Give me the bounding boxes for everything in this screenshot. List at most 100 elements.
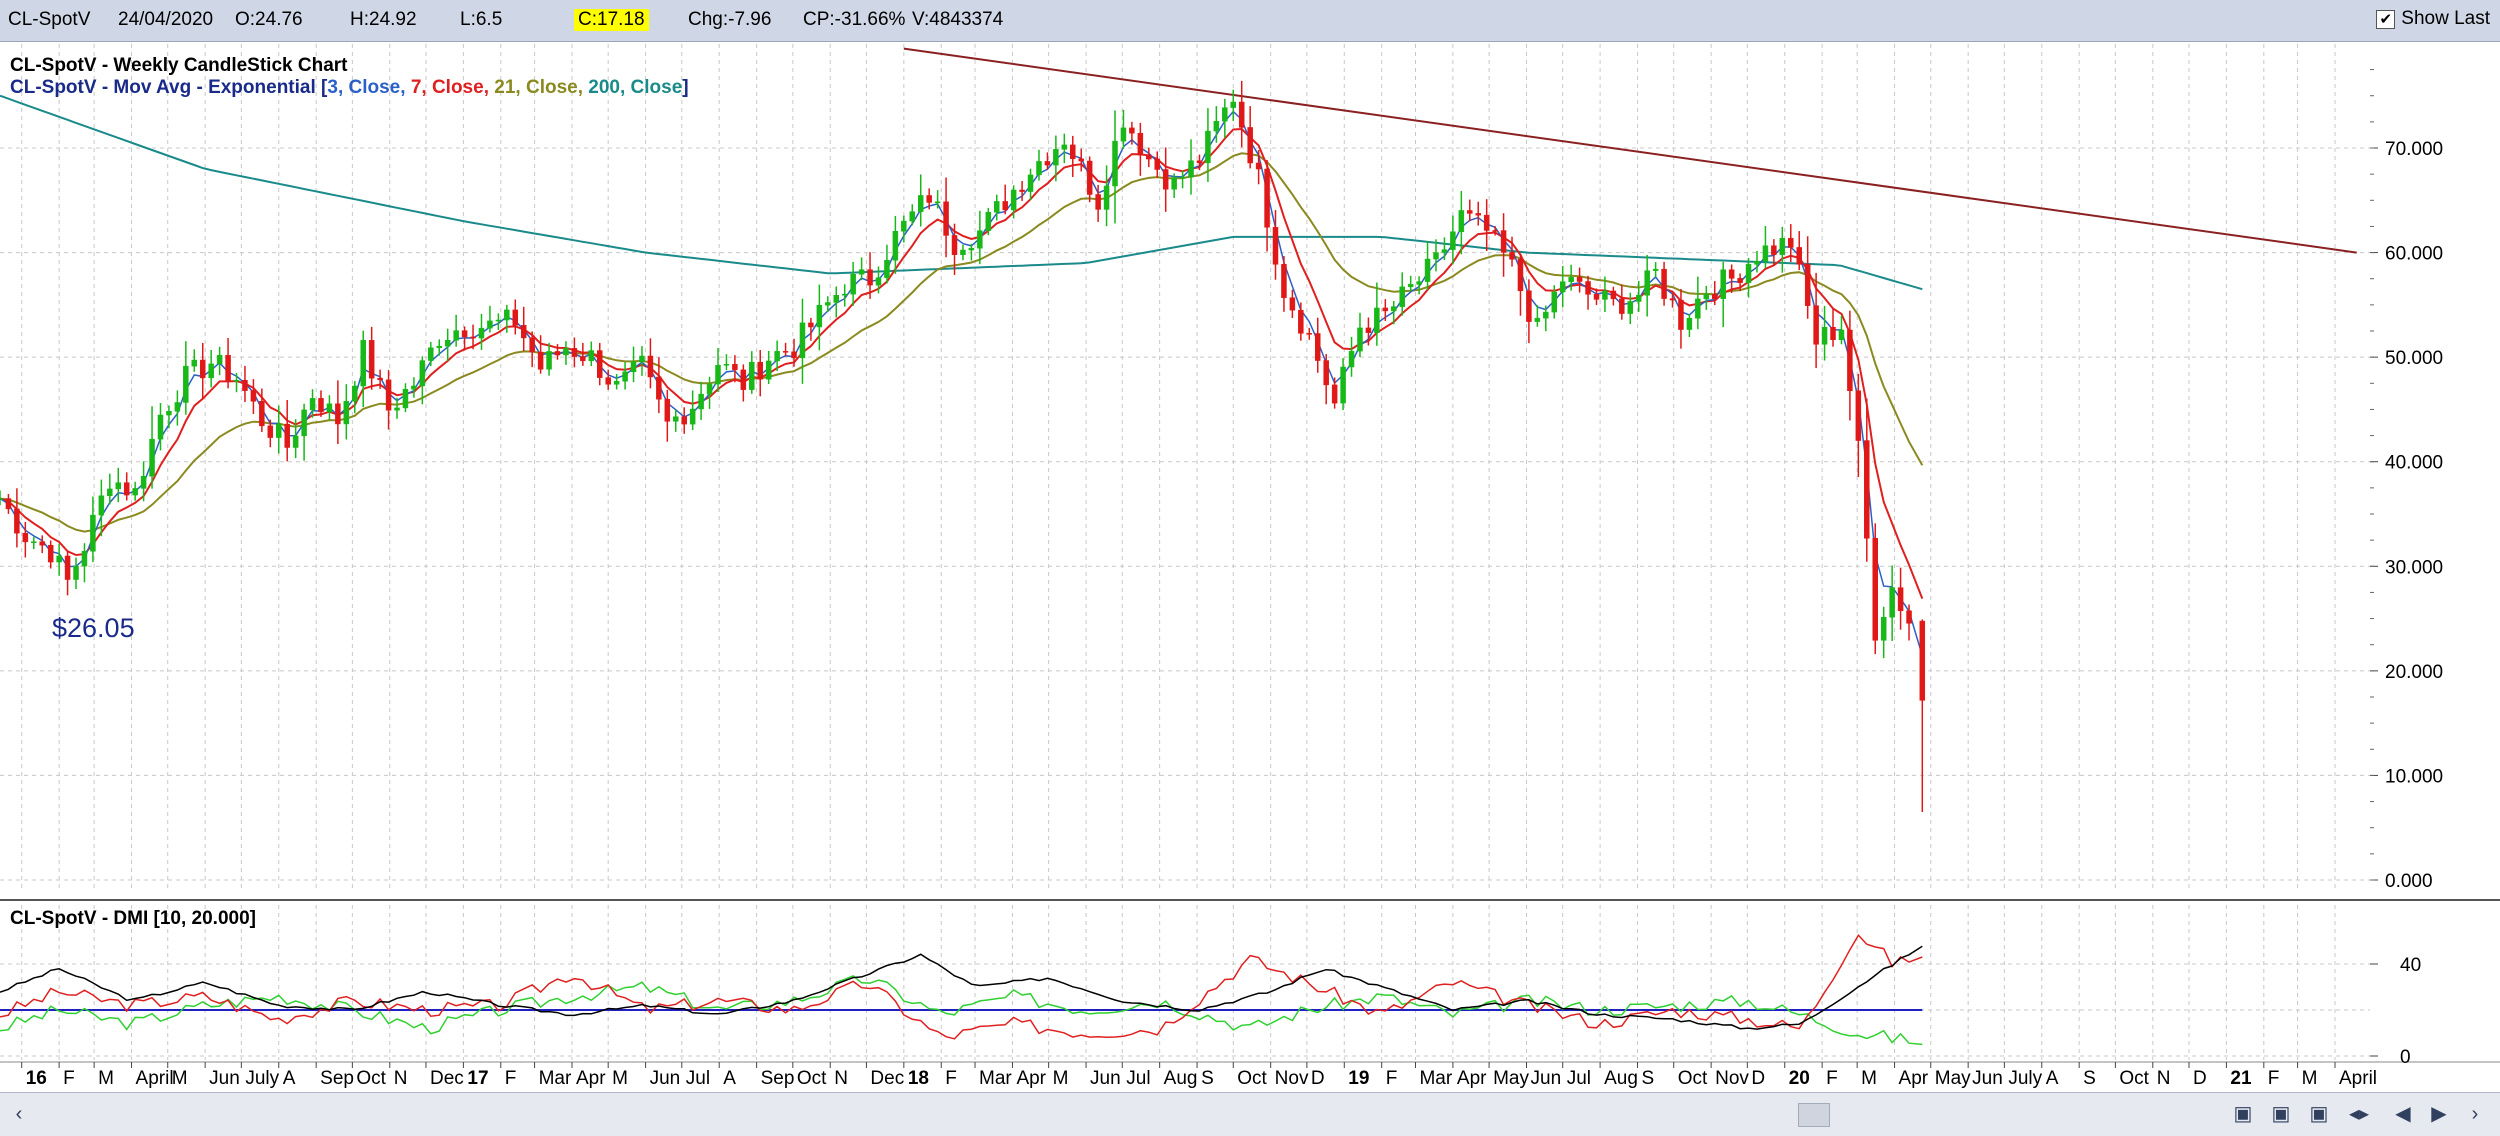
candle	[782, 342, 789, 357]
candle	[1247, 106, 1253, 169]
candle	[1627, 292, 1634, 325]
nav-prev-icon[interactable]: ◀	[2395, 1103, 2411, 1125]
zoom-in-icon[interactable]: ▣	[2271, 1103, 2291, 1125]
indicator-part: 7	[411, 77, 422, 98]
close-label: C:17.18	[574, 9, 649, 31]
candle	[1061, 133, 1068, 164]
candle	[1196, 154, 1203, 171]
candle	[1593, 288, 1600, 306]
x-tick-label: Aug	[1164, 1068, 1198, 1089]
nav-first-icon[interactable]: ◂▸	[2348, 1103, 2370, 1125]
candle	[1568, 264, 1574, 291]
candle	[444, 328, 451, 361]
x-tick-label: 20	[1789, 1068, 1810, 1089]
trendline[interactable]	[903, 47, 2357, 254]
chart-canvas[interactable]: 70.00060.00050.00040.00030.00020.00010.0…	[0, 42, 2500, 1092]
candle	[1467, 199, 1473, 222]
candle	[791, 338, 797, 367]
x-tick-label: April	[2339, 1068, 2377, 1089]
candle	[267, 419, 274, 448]
x-tick-label: Jul	[686, 1068, 710, 1089]
candle	[1585, 275, 1591, 310]
candle	[1162, 147, 1169, 212]
x-tick-label: N	[834, 1068, 848, 1089]
candle	[1391, 300, 1397, 325]
candle	[994, 194, 1000, 221]
candle	[1762, 226, 1769, 269]
candle	[1754, 250, 1760, 273]
checkbox-icon[interactable]: ✔	[2376, 9, 2396, 29]
x-tick-label: Jun	[1972, 1068, 2003, 1089]
candle	[1171, 173, 1177, 199]
x-tick-label: D	[2193, 1068, 2207, 1089]
x-tick-label: Sep	[320, 1068, 354, 1089]
candle	[1179, 170, 1186, 189]
zoom-out-icon[interactable]: ▣	[2233, 1103, 2253, 1125]
candle	[199, 342, 206, 400]
price-tick-label: 40.000	[2385, 453, 2443, 474]
candle	[166, 405, 172, 429]
candle	[1264, 159, 1270, 252]
x-tick-label: July	[2008, 1068, 2042, 1089]
candle	[825, 296, 831, 313]
candle	[689, 390, 696, 431]
candle	[183, 341, 189, 415]
x-tick-label: Oct	[356, 1068, 386, 1089]
candle	[1483, 199, 1490, 251]
x-tick-label: April	[136, 1068, 174, 1089]
indicator-part: ,	[484, 77, 495, 98]
candle	[1619, 284, 1625, 320]
scrollbar-thumb[interactable]	[1798, 1103, 1830, 1127]
candle	[1272, 210, 1279, 280]
candle	[757, 349, 763, 397]
candle	[596, 342, 603, 386]
x-tick-label: Jun	[209, 1068, 240, 1089]
candle	[419, 356, 426, 405]
dmi-tick-label: 0	[2400, 1047, 2411, 1068]
candle	[1348, 336, 1355, 377]
candle	[1070, 135, 1076, 177]
candle	[233, 372, 240, 393]
candle	[56, 543, 62, 576]
zoom-fit-icon[interactable]: ▣	[2309, 1103, 2329, 1125]
candle	[1331, 377, 1338, 409]
candle	[985, 207, 992, 236]
candle	[867, 252, 873, 299]
scroll-left-icon[interactable]: ‹	[15, 1103, 23, 1125]
indicator-part: ,	[400, 77, 411, 98]
candle	[1635, 281, 1642, 312]
time-scrollbar[interactable]: ‹ ▣ ▣ ▣ ◂▸ ◀ ▶ ›	[0, 1092, 2500, 1136]
candle	[841, 284, 848, 307]
candle	[740, 364, 747, 402]
show-last-toggle[interactable]: ✔ Show Last	[2376, 8, 2490, 30]
candle	[1652, 262, 1659, 278]
candle	[1838, 315, 1845, 345]
indicator-prefix: CL-SpotV - Mov Avg - Exponential [	[10, 77, 328, 98]
candle	[259, 388, 265, 432]
x-tick-label: July	[245, 1068, 279, 1089]
low-annotation: $26.05	[52, 613, 135, 643]
indicator-part: ,	[515, 77, 526, 98]
change-label: Chg:-7.96	[688, 9, 772, 30]
indicator-part: Close	[349, 77, 401, 98]
nav-next-icon[interactable]: ▶	[2431, 1103, 2447, 1125]
candle	[157, 403, 164, 451]
indicator-part: 21	[494, 77, 516, 98]
candle	[546, 342, 552, 376]
candle	[1821, 305, 1828, 361]
candle	[1298, 302, 1304, 341]
open-label: O:24.76	[235, 9, 303, 30]
scroll-right-icon[interactable]: ›	[2471, 1103, 2479, 1125]
candle	[478, 313, 485, 350]
candle	[1897, 567, 1904, 630]
candle	[901, 215, 907, 243]
candle	[368, 326, 375, 390]
indicator-part: ,	[421, 77, 432, 98]
candle	[943, 177, 949, 258]
dmi-adx-line	[0, 945, 1923, 1030]
candle	[149, 406, 155, 489]
ema3-line	[0, 110, 1924, 656]
candle	[1154, 151, 1160, 178]
x-tick-label: F	[1826, 1068, 1838, 1089]
main-grid	[0, 44, 2370, 890]
